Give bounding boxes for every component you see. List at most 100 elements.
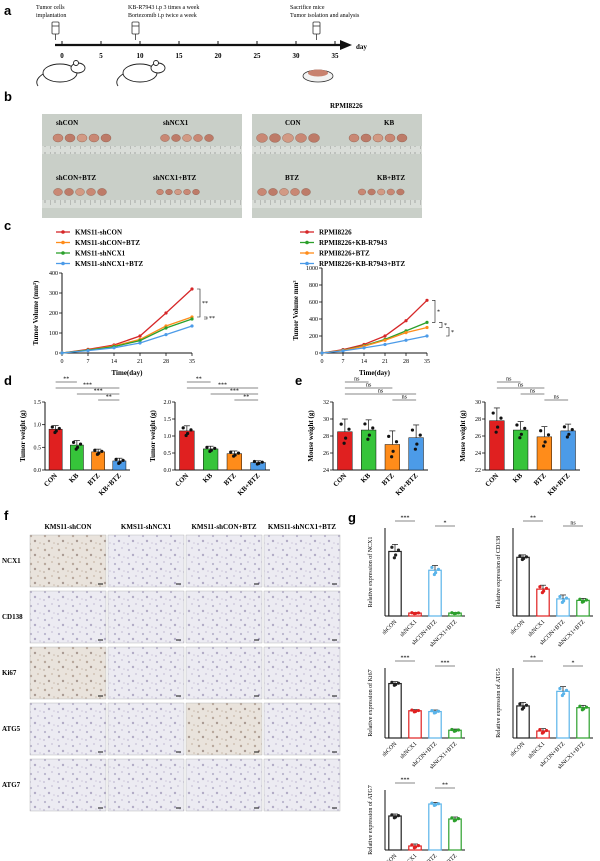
sig-label: *** xyxy=(401,516,410,522)
legend-marker xyxy=(305,261,309,266)
tumor-sample xyxy=(156,188,164,195)
x-tick-label: shNCX1 xyxy=(399,619,418,638)
tumor-sample xyxy=(360,133,372,143)
tumor-sample xyxy=(183,188,191,195)
data-dot xyxy=(580,708,584,712)
data-dot xyxy=(542,444,546,448)
data-dot xyxy=(452,729,456,733)
series-line xyxy=(321,299,428,354)
x-tick-label: shCON xyxy=(509,741,526,758)
bar xyxy=(576,707,590,739)
data-dot xyxy=(181,426,185,430)
tumor-sample xyxy=(372,133,384,143)
tumor-sample xyxy=(279,188,289,196)
data-dot xyxy=(432,711,436,715)
ihc-image xyxy=(185,646,263,700)
tumor-sample xyxy=(97,188,107,196)
sig-label: *** xyxy=(94,389,103,395)
ihc-image xyxy=(263,758,341,812)
x-tick-label: 28 xyxy=(163,359,169,365)
tumor-sample xyxy=(100,133,112,143)
y-tick-label: 200 xyxy=(309,334,318,340)
y-tick-label: 26 xyxy=(475,434,481,440)
timeline-tick-label: 10 xyxy=(137,52,145,60)
data-dot xyxy=(100,449,104,453)
data-dot xyxy=(208,449,212,453)
y-tick-label: 30 xyxy=(475,400,481,406)
timeline-tick-label: 0 xyxy=(60,52,64,60)
data-dot xyxy=(390,680,394,684)
data-dot xyxy=(430,565,434,570)
legend-label: KMS11-shNCX1+BTZ xyxy=(75,260,143,268)
bar xyxy=(513,429,529,471)
data-dot xyxy=(564,688,569,693)
y-tick-label: 0 xyxy=(55,351,58,357)
tumor-sample xyxy=(295,133,307,143)
y-tick-label: 2.0 xyxy=(164,400,172,406)
data-dot xyxy=(524,703,529,707)
tumor-sample xyxy=(75,188,85,196)
panel-a-timeline: 0 5 10 15 20 25 30 35 day Tumor cells implantat… xyxy=(36,4,367,87)
data-dot xyxy=(371,426,375,430)
data-dot xyxy=(232,454,236,458)
sig-label: ns xyxy=(378,389,384,395)
data-dot xyxy=(412,710,416,714)
tumor-sample xyxy=(282,133,294,143)
sig-label: *** xyxy=(401,778,410,784)
tumor-label-shcon-btz: shCON+BTZ xyxy=(56,174,96,182)
sig-bracket xyxy=(197,288,201,318)
data-dot xyxy=(523,426,527,430)
tumor-sample xyxy=(257,188,267,196)
sig-label: ns xyxy=(518,383,524,389)
y-tick-label: 28 xyxy=(323,434,329,440)
panel-letter-g: g xyxy=(348,510,356,525)
sig-label: *** xyxy=(218,383,227,389)
data-dot xyxy=(544,728,549,733)
x-tick-label: BTZ xyxy=(532,472,548,488)
data-dot xyxy=(560,693,564,698)
data-dot xyxy=(416,844,421,848)
x-tick-label: KB xyxy=(201,472,214,485)
sig-label: ns xyxy=(506,377,512,383)
y-tick-label: 0 xyxy=(315,351,318,357)
data-dot xyxy=(496,425,500,429)
data-dot xyxy=(540,731,544,735)
data-dot xyxy=(436,567,441,571)
tumor-sample xyxy=(290,188,300,196)
data-point xyxy=(190,317,194,321)
sig-label: *** xyxy=(83,383,92,389)
y-axis-label: Tumor Volume (mm³) xyxy=(32,280,40,345)
y-tick-label: 1.5 xyxy=(34,400,42,406)
ihc-column-label: KMS11-shCON+BTZ xyxy=(191,523,256,531)
legend-label: KMS11-shCON+BTZ xyxy=(75,239,140,247)
tumor-sample xyxy=(171,134,181,142)
tumor-sample xyxy=(301,188,311,196)
data-dot xyxy=(565,435,569,439)
tumor-sample xyxy=(193,134,203,142)
ihc-image xyxy=(29,702,107,756)
legend-marker xyxy=(61,240,65,245)
data-dot xyxy=(567,432,571,436)
ihc-image xyxy=(107,646,185,700)
timeline-tick-label: 5 xyxy=(99,52,103,60)
x-tick-label: CON xyxy=(174,472,191,489)
x-tick-label: 28 xyxy=(403,359,409,365)
y-tick-label: 100 xyxy=(49,331,58,337)
sig-bracket xyxy=(432,300,436,323)
y-tick-label: 1.5 xyxy=(164,417,172,423)
data-dot xyxy=(255,462,259,466)
tumor-sample xyxy=(174,188,182,195)
y-tick-label: 200 xyxy=(49,311,58,317)
data-dot xyxy=(363,422,367,426)
data-dot xyxy=(518,554,522,558)
data-dot xyxy=(430,709,434,713)
y-axis-label: Mouse weight (g) xyxy=(307,410,315,462)
sig-bracket xyxy=(204,316,208,320)
tumor-sample xyxy=(165,188,173,195)
x-tick-label: KB+BTZ xyxy=(546,472,572,498)
x-tick-label: shNCX1 xyxy=(399,853,418,861)
data-point xyxy=(164,326,168,330)
